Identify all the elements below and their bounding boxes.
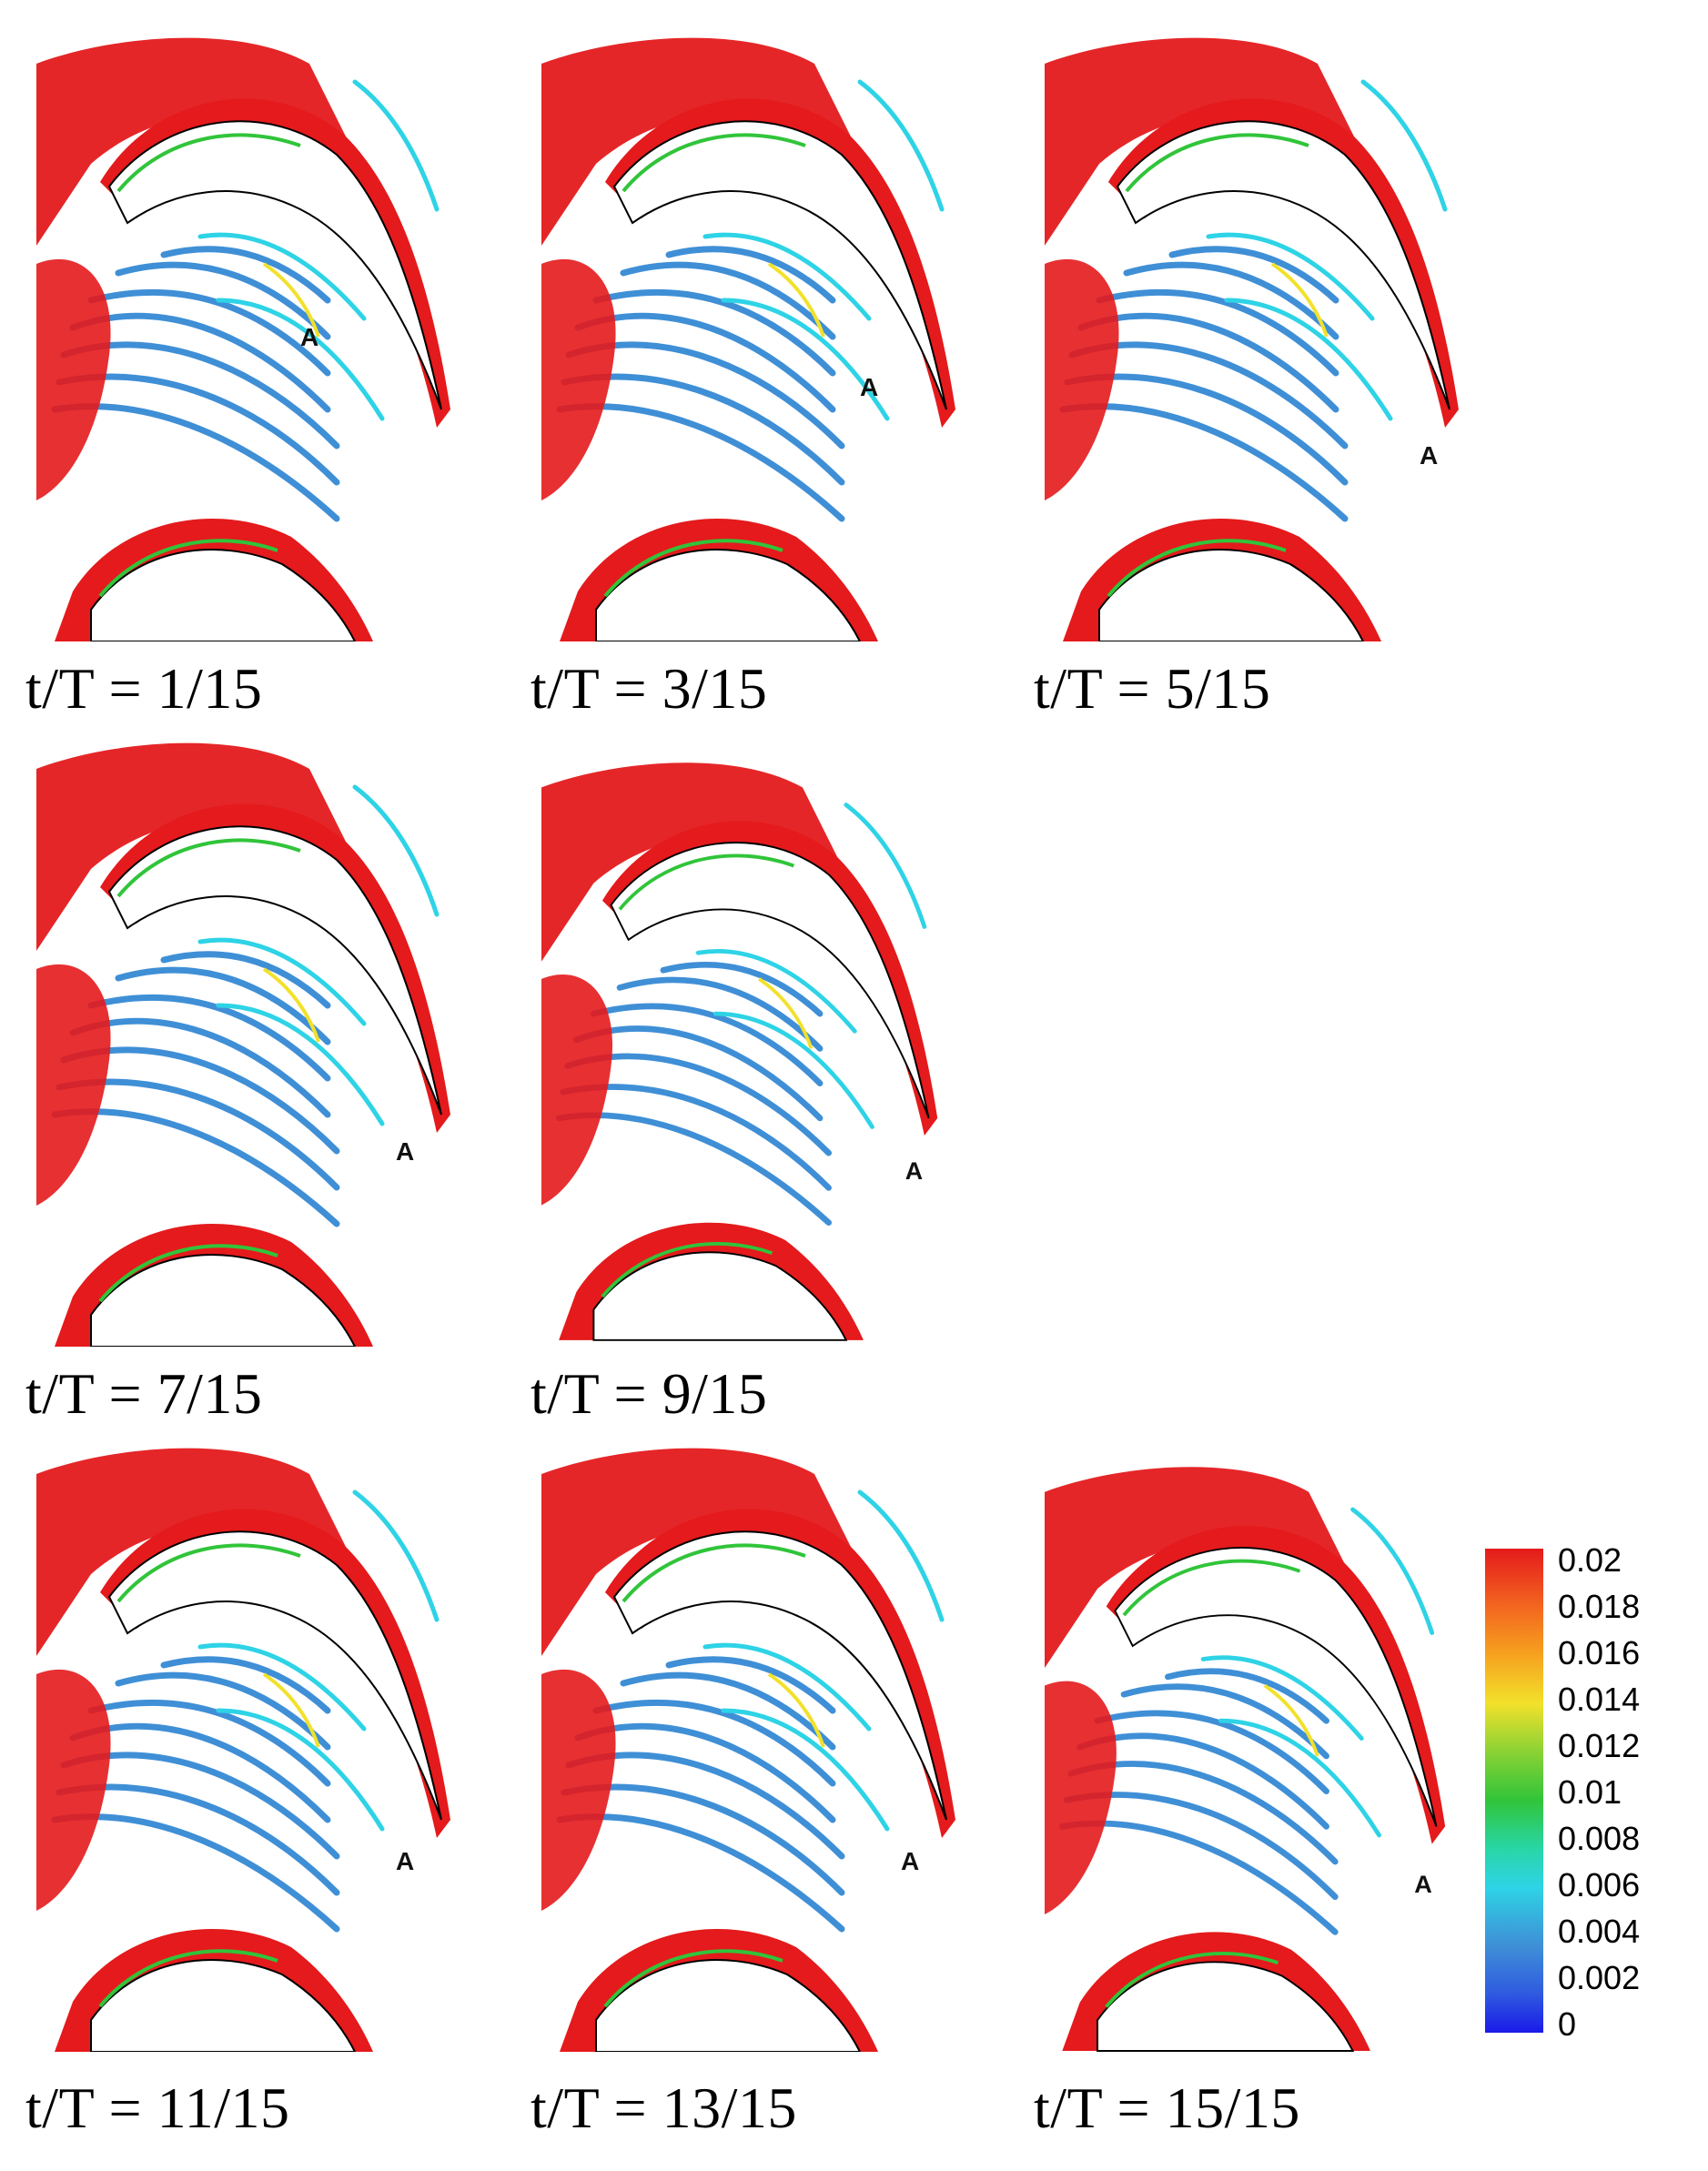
colorbar-label: 0	[1558, 2005, 1577, 2043]
snapshot-panel-3: A	[1045, 27, 1463, 641]
time-caption-8: t/T = 15/15	[1034, 2075, 1300, 2140]
point-a-marker: A	[396, 1847, 414, 1875]
vortex-isosurface-image: A	[1045, 1456, 1450, 2052]
vortex-isosurface-image: A	[36, 732, 455, 1347]
time-caption-2: t/T = 3/15	[531, 656, 768, 721]
point-a-marker: A	[860, 373, 878, 401]
colorbar-label: 0.012	[1558, 1727, 1641, 1764]
colorbar-gradient	[1485, 1549, 1543, 2033]
colorbar-label: 0.016	[1558, 1634, 1641, 1671]
point-a-marker: A	[396, 1137, 414, 1166]
snapshot-panel-7: A	[541, 1438, 960, 2052]
point-a-marker: A	[901, 1847, 919, 1875]
colorbar-label: 0.018	[1558, 1588, 1641, 1625]
vortex-isosurface-image: A	[36, 1438, 455, 2052]
time-caption-5: t/T = 9/15	[531, 1361, 768, 1426]
colorbar-label: 0.002	[1558, 1959, 1641, 1996]
vortex-isosurface-image: A	[1045, 27, 1463, 641]
colorbar-label: 0.006	[1558, 1866, 1641, 1903]
point-a-marker: A	[905, 1157, 923, 1185]
colorbar-label: 0.01	[1558, 1773, 1622, 1811]
snapshot-panel-5: A	[541, 751, 942, 1342]
point-a-marker: A	[300, 323, 318, 351]
snapshot-panel-6: A	[36, 1438, 455, 2052]
colorbar-label: 0.014	[1558, 1681, 1641, 1718]
time-caption-7: t/T = 13/15	[531, 2075, 797, 2140]
snapshot-panel-8: A	[1045, 1456, 1450, 2052]
colorbar-label: 0.008	[1558, 1820, 1641, 1857]
time-caption-6: t/T = 11/15	[25, 2075, 290, 2140]
colorbar-label: 0.004	[1558, 1913, 1641, 1950]
time-caption-3: t/T = 5/15	[1034, 656, 1271, 721]
vortex-isosurface-image: A	[36, 27, 455, 641]
colorbar	[1485, 1549, 1543, 2033]
time-caption-4: t/T = 7/15	[25, 1361, 263, 1426]
snapshot-panel-1: A	[36, 27, 455, 641]
snapshot-panel-4: A	[36, 732, 455, 1347]
colorbar-label: 0.02	[1558, 1541, 1622, 1579]
vortex-isosurface-image: A	[541, 751, 942, 1342]
time-caption-1: t/T = 1/15	[25, 656, 263, 721]
snapshot-panel-2: A	[541, 27, 960, 641]
vortex-isosurface-image: A	[541, 27, 960, 641]
point-a-marker: A	[1420, 441, 1438, 470]
vortex-isosurface-image: A	[541, 1438, 960, 2052]
point-a-marker: A	[1414, 1870, 1432, 1898]
